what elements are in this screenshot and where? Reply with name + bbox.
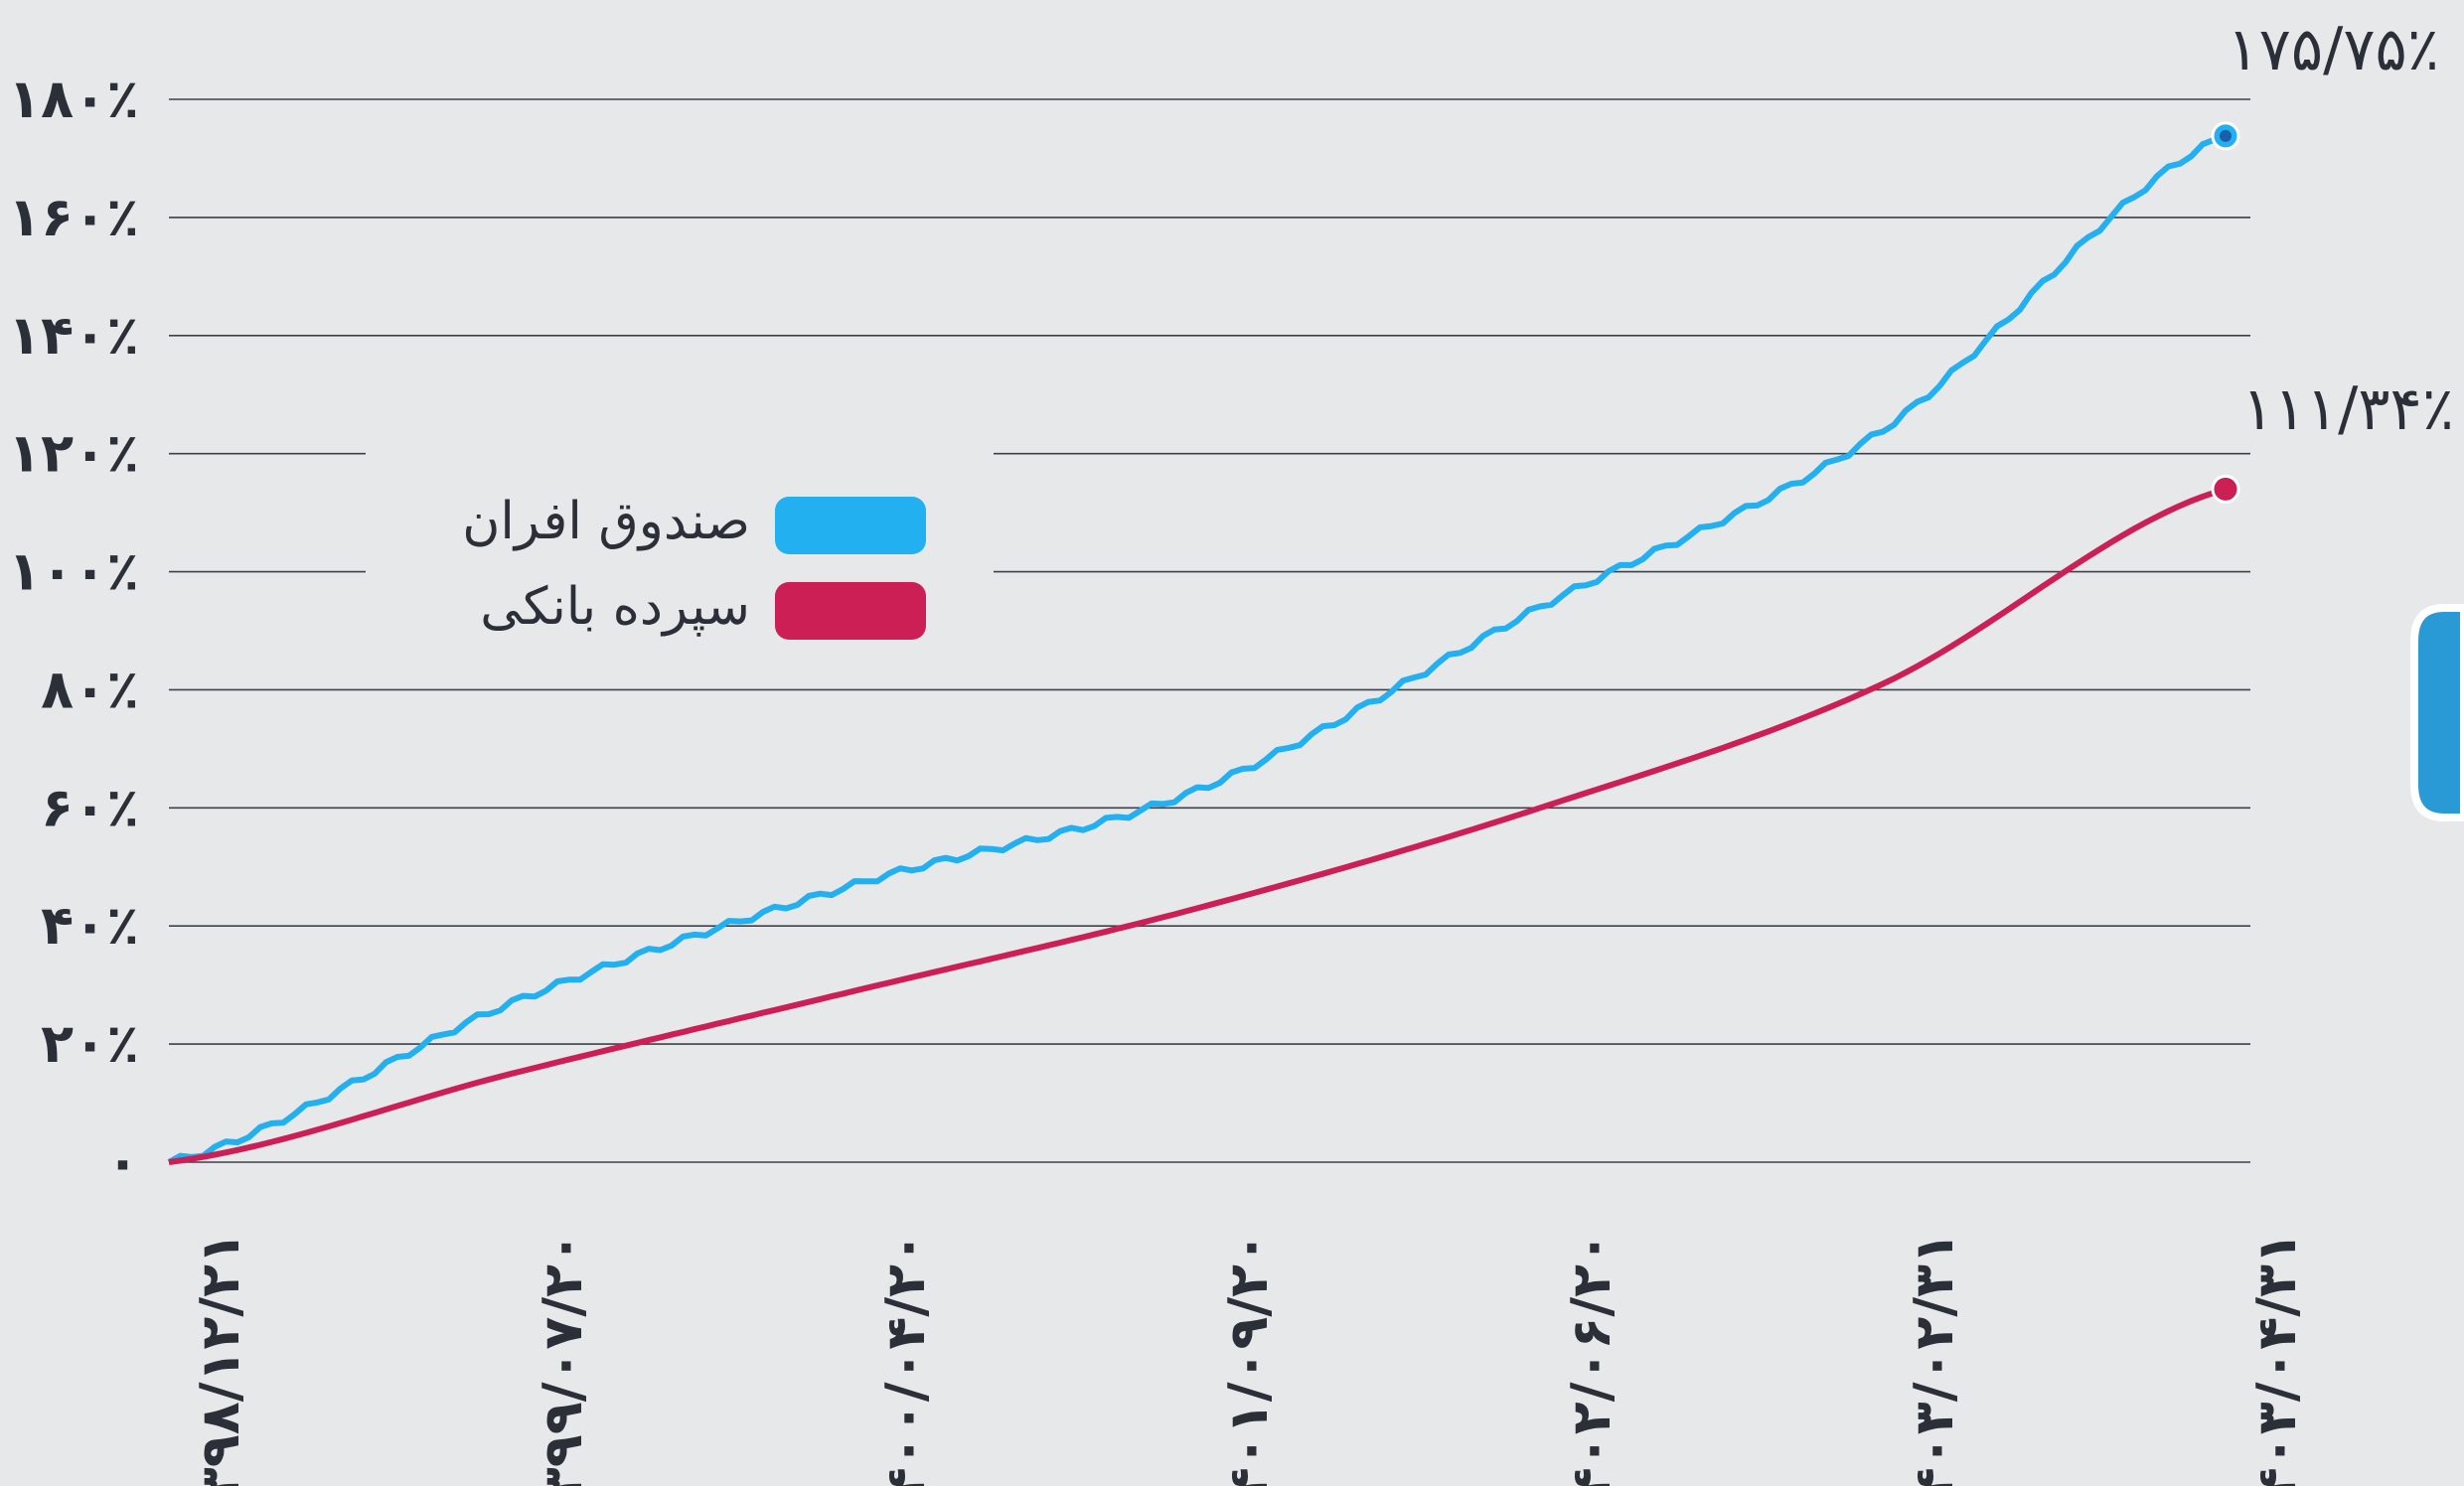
x-tick-label: ۱۴۰۲/۰۶/۲۰ <box>1560 1232 1622 1486</box>
x-tick-label: ۱۴۰۳/۰۴/۳۱ <box>2245 1232 2308 1486</box>
y-tick-label: ۱۲۰٪ <box>8 422 139 485</box>
y-tick-label: ۰ <box>106 1130 139 1193</box>
legend-swatch <box>775 497 926 554</box>
series-end-marker-dot <box>2220 129 2232 142</box>
grid-lines <box>169 98 2250 1163</box>
y-tick-label: ۱۶۰٪ <box>8 186 139 248</box>
x-tick-label: ۱۳۹۸/۱۲/۲۱ <box>189 1232 251 1486</box>
series-lines <box>167 121 2240 1165</box>
x-axis-ticks: ۱۳۹۸/۱۲/۲۱ ۱۳۹۹/۰۷/۲۰ ۱۴۰۰/۰۴/۲۰ ۱۴۰۱/۰۹/۲۰… <box>189 1232 2308 1486</box>
end-value-labels: ۱۷۵/۷۵٪ ۱۱۱/۳۴٪ <box>2227 15 2454 444</box>
legend-swatch <box>775 582 926 640</box>
legend: صندوق افران سپرده بانکی <box>462 492 926 640</box>
y-axis-ticks: ۰ ۲۰٪ ۴۰٪ ۶۰٪ ۸۰٪ ۱۰۰٪ ۱۲۰٪ ۱۴۰٪ ۱۶۰٪ ۱۸۰٪ <box>8 68 139 1193</box>
legend-label: صندوق افران <box>462 492 750 551</box>
y-tick-label: ۲۰٪ <box>41 1012 139 1075</box>
y-tick-label: ۴۰٪ <box>41 894 139 957</box>
series-end-label: ۱۷۵/۷۵٪ <box>2227 15 2439 84</box>
series-line <box>168 486 2227 1165</box>
series-end-label: ۱۱۱/۳۴٪ <box>2241 374 2454 444</box>
legend-label: سپرده بانکی <box>480 577 750 637</box>
y-tick-label: ۱۴۰٪ <box>8 304 139 367</box>
y-tick-label: ۱۸۰٪ <box>8 68 139 130</box>
y-tick-label: ۶۰٪ <box>41 776 139 838</box>
series-line <box>167 133 2227 1165</box>
side-tab-handle[interactable] <box>2410 604 2464 821</box>
y-tick-label: ۱۰۰٪ <box>8 540 139 603</box>
x-tick-label: ۱۳۹۹/۰۷/۲۰ <box>532 1232 594 1486</box>
y-tick-label: ۸۰٪ <box>41 658 139 720</box>
x-tick-label: ۱۴۰۱/۰۹/۲۰ <box>1217 1232 1280 1486</box>
x-tick-label: ۱۴۰۰/۰۴/۲۰ <box>874 1232 937 1486</box>
x-tick-label: ۱۴۰۳/۰۲/۳۱ <box>1903 1232 1965 1486</box>
series-end-marker <box>2211 474 2240 504</box>
